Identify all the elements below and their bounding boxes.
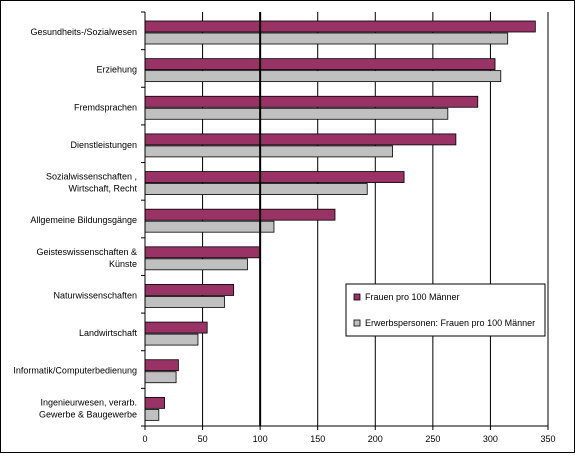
category-label: Landwirtschaft (79, 328, 138, 338)
bar (144, 208, 336, 221)
bar (144, 145, 393, 158)
x-tick-label: 50 (198, 434, 208, 444)
bar (144, 32, 509, 45)
category-labels: Gesundheits-/Sozialwesen Erziehung Fremdsp… (13, 27, 137, 419)
category-label: Gewerbe & Baugewerbe (39, 409, 137, 419)
category-label: Geisteswissenschaften & (36, 247, 137, 257)
bar (144, 95, 479, 108)
bar (144, 396, 165, 409)
category-label: Informatik/Computerbedienung (13, 366, 137, 376)
bars (144, 20, 536, 421)
category-label: Fremdsprachen (74, 102, 137, 112)
x-tick-label: 300 (483, 434, 498, 444)
category-label: Sozialwissenschaften , (46, 172, 137, 182)
x-tick-label: 100 (253, 434, 268, 444)
bar (144, 246, 261, 259)
bar (144, 408, 160, 421)
category-label: Erziehung (96, 65, 137, 75)
legend-swatch (353, 293, 361, 301)
bar (144, 70, 502, 83)
bar (144, 171, 405, 183)
category-label: Dienstleistungen (70, 140, 137, 150)
x-tick-label: 0 (142, 434, 147, 444)
legend-box (345, 283, 546, 337)
category-label: Wirtschaft, Recht (68, 184, 137, 194)
bar (144, 258, 248, 271)
legend: Frauen pro 100 Männer Erwerbspersonen: Fr… (345, 283, 546, 337)
bar (144, 107, 449, 120)
x-tick-label: 350 (540, 434, 555, 444)
category-label: Ingenieurwesen, verarb. (40, 397, 137, 407)
bar (144, 183, 368, 195)
x-tick-label: 200 (368, 434, 383, 444)
x-tick-labels: 0 50 100 150 200 250 300 350 (142, 434, 555, 444)
legend-swatch (353, 319, 361, 327)
bar (144, 220, 275, 233)
category-label: Allgemeine Bildungsgänge (30, 215, 137, 225)
legend-label: Frauen pro 100 Männer (365, 292, 460, 302)
x-tick-label: 250 (425, 434, 440, 444)
bar (144, 321, 208, 334)
bar (144, 20, 536, 33)
bar (144, 58, 496, 71)
bar (144, 371, 177, 384)
legend-label: Erwerbspersonen: Frauen pro 100 Männer (365, 318, 535, 328)
category-label: Naturwissenschaften (53, 290, 137, 300)
bar (144, 333, 199, 346)
bar (144, 284, 235, 296)
category-label: Künste (109, 259, 137, 269)
axes (141, 11, 549, 430)
bar (144, 296, 225, 308)
bar (144, 133, 457, 146)
category-label: Gesundheits-/Sozialwesen (30, 27, 137, 37)
bar (144, 359, 179, 372)
x-tick-label: 150 (310, 434, 325, 444)
